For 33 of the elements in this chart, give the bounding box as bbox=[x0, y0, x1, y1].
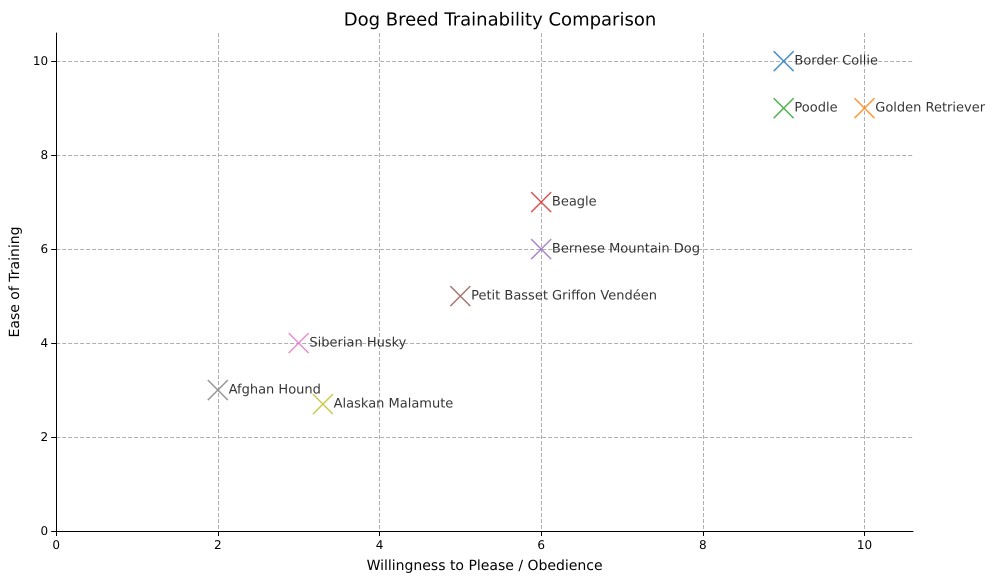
chart-title: Dog Breed Trainability Comparison bbox=[344, 10, 656, 30]
x-tick-label: 6 bbox=[537, 538, 545, 552]
point bbox=[772, 50, 794, 72]
point bbox=[854, 97, 876, 119]
y-tick-label: 4 bbox=[40, 336, 48, 350]
x-tick-label: 4 bbox=[376, 538, 384, 552]
series-label: Siberian Husky bbox=[309, 336, 407, 351]
point bbox=[312, 393, 334, 415]
x-axis-title: Willingness to Please / Obedience bbox=[366, 558, 603, 574]
point bbox=[530, 238, 552, 260]
series-label: Border Collie bbox=[794, 54, 878, 69]
point bbox=[207, 379, 229, 401]
x-tick-label: 2 bbox=[214, 538, 222, 552]
point bbox=[288, 332, 310, 354]
series-label: Petit Basset Griffon Vendéen bbox=[471, 288, 657, 304]
series-label: Golden Retriever bbox=[875, 100, 986, 116]
point bbox=[450, 285, 472, 307]
y-tick-label: 2 bbox=[40, 430, 48, 444]
x-tick-label: 0 bbox=[52, 538, 60, 552]
y-tick-label: 6 bbox=[40, 242, 48, 256]
point bbox=[530, 191, 552, 213]
series-label: Afghan Hound bbox=[228, 382, 321, 398]
y-tick-label: 0 bbox=[40, 524, 48, 538]
series-label: Bernese Mountain Dog bbox=[552, 242, 700, 257]
y-axis-title: Ease of Training bbox=[7, 226, 23, 338]
x-tick-label: 8 bbox=[699, 538, 707, 552]
series-label: Alaskan Malamute bbox=[334, 396, 454, 412]
x-tick-label: 10 bbox=[856, 538, 872, 552]
point bbox=[772, 97, 794, 119]
y-tick-label: 8 bbox=[40, 148, 48, 162]
y-tick-label: 10 bbox=[32, 54, 48, 68]
series-label: Beagle bbox=[552, 194, 597, 210]
series-label: Poodle bbox=[794, 100, 838, 116]
